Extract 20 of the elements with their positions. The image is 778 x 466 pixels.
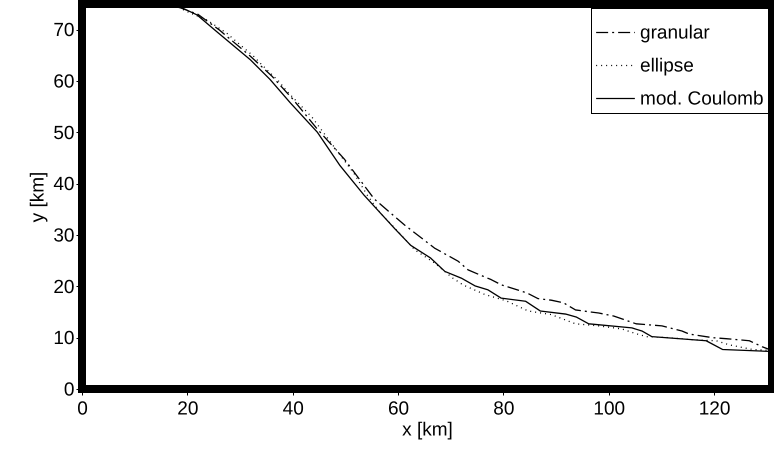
- legend-label: mod. Coulomb: [640, 88, 764, 110]
- y-tick-label: 50: [53, 122, 74, 144]
- x-tick-label: 60: [388, 398, 410, 420]
- x-tick-label: 20: [177, 398, 198, 420]
- y-tick-label: 20: [53, 276, 74, 298]
- y-tick-label: 70: [53, 20, 74, 42]
- legend-label: ellipse: [640, 56, 694, 76]
- x-tick-label: 40: [282, 398, 304, 420]
- y-tick-label: 0: [64, 380, 74, 400]
- x-tick-label: 100: [593, 398, 626, 420]
- legend-label: granular: [640, 22, 710, 44]
- y-tick-label: 40: [53, 174, 74, 196]
- x-tick-label: 120: [698, 398, 730, 420]
- y-axis-title: y [km]: [27, 172, 48, 222]
- y-tick-label: 30: [53, 226, 74, 246]
- x-tick-label: 80: [493, 398, 514, 420]
- y-tick-label: 60: [53, 72, 74, 92]
- x-axis-title: x [km]: [402, 420, 453, 440]
- y-tick-label: 10: [53, 328, 74, 350]
- x-tick-label: 0: [77, 398, 88, 420]
